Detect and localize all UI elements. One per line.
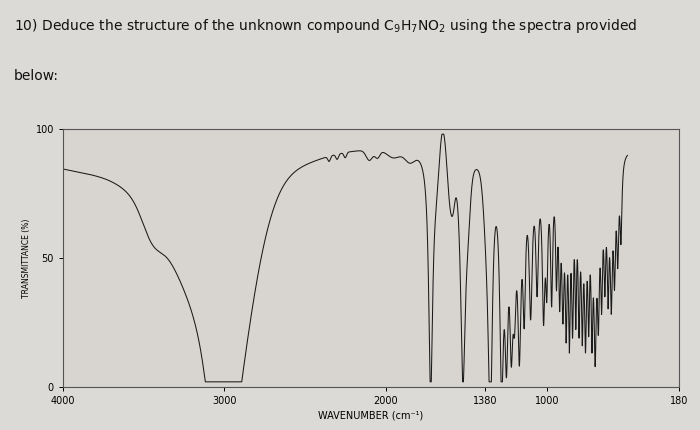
Text: below:: below:	[14, 69, 59, 83]
X-axis label: WAVENUMBER (cm⁻¹): WAVENUMBER (cm⁻¹)	[318, 410, 424, 420]
Text: 10) Deduce the structure of the unknown compound C$_9$H$_7$NO$_2$ using the spec: 10) Deduce the structure of the unknown …	[14, 17, 637, 35]
Y-axis label: TRANSMITTANCE (%): TRANSMITTANCE (%)	[22, 218, 32, 298]
